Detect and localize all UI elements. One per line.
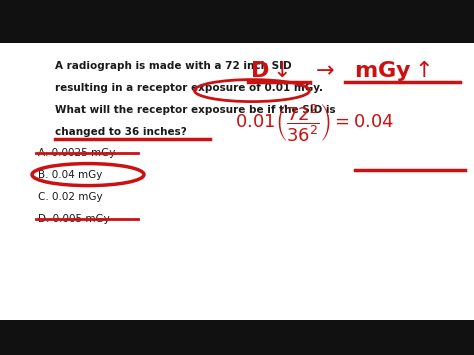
Bar xyxy=(0,43,474,320)
Text: $0.01\left(\dfrac{72^2}{36^2}\right) = 0.04$: $0.01\left(\dfrac{72^2}{36^2}\right) = 0… xyxy=(235,102,394,144)
Text: A. 0.0025 mGy: A. 0.0025 mGy xyxy=(38,148,115,158)
Text: B. 0.04 mGy: B. 0.04 mGy xyxy=(38,170,102,180)
Bar xyxy=(0,0,474,43)
Text: D. 0.005 mGy: D. 0.005 mGy xyxy=(38,214,110,224)
Text: A radiograph is made with a 72 inch SID: A radiograph is made with a 72 inch SID xyxy=(55,61,292,71)
Text: D$\downarrow$  $\rightarrow$  mGy$\uparrow$: D$\downarrow$ $\rightarrow$ mGy$\uparrow… xyxy=(250,58,430,83)
Bar xyxy=(0,320,474,355)
Text: resulting in a receptor exposure of 0.01 mGy.: resulting in a receptor exposure of 0.01… xyxy=(55,83,323,93)
Text: C. 0.02 mGy: C. 0.02 mGy xyxy=(38,192,103,202)
Text: What will the receptor exposure be if the SID is: What will the receptor exposure be if th… xyxy=(55,105,336,115)
Text: changed to 36 inches?: changed to 36 inches? xyxy=(55,127,187,137)
